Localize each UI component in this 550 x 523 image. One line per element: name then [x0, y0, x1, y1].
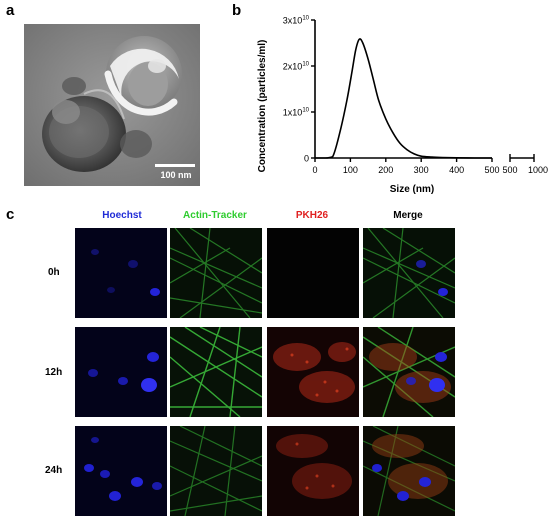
micro-24h-merge: [363, 426, 455, 516]
panel-letter-a: a: [6, 2, 15, 19]
micro-12h-pkh26: [267, 327, 359, 417]
x-tick-label: 400: [449, 165, 464, 175]
y-tick-label: 1x1010: [283, 108, 310, 118]
x-broken-tick-label: 500: [502, 165, 517, 175]
chart-x-ticks: 0 100 200 300 400 500 500 1000: [312, 154, 548, 175]
micro-0h-hoechst: [75, 228, 167, 318]
chart-y-ticks: 0 1x1010 2x1010 3x1010: [283, 16, 315, 164]
micro-24h-pkh26: [267, 426, 359, 516]
x-tick-label: 200: [378, 165, 393, 175]
x-broken-tick-label: 1000: [528, 165, 548, 175]
y-tick-label: 0: [304, 154, 309, 164]
micro-12h-actin: [170, 327, 262, 417]
y-axis-label: Concentration (particles/ml): [257, 40, 268, 173]
col-header-actin-tracker: Actin-Tracker: [183, 210, 247, 221]
x-tick-label: 500: [484, 165, 499, 175]
micro-24h-hoechst: [75, 426, 167, 516]
row-label-0h: 0h: [48, 267, 60, 278]
col-header-hoechst: Hoechst: [102, 210, 142, 221]
panel-letter-c: c: [6, 206, 15, 223]
series-line: [314, 38, 492, 159]
micro-24h-actin: [170, 426, 262, 516]
col-header-pkh26: PKH26: [295, 210, 329, 221]
micro-12h-merge: [363, 327, 455, 417]
y-tick-label: 2x1010: [283, 62, 310, 72]
row-label-24h: 24h: [45, 465, 63, 476]
micro-0h-pkh26: [267, 228, 359, 318]
tem-scale-label: 100 nm: [160, 170, 192, 180]
micro-0h-merge: [363, 228, 455, 318]
row-label-12h: 12h: [45, 367, 63, 378]
size-distribution-chart: 0 1x1010 2x1010 3x1010 0 100 200 300 400 500 500 1…: [257, 16, 548, 196]
col-header-merge: Merge: [393, 210, 423, 221]
x-tick-label: 0: [312, 165, 317, 175]
micro-12h-hoechst: [75, 327, 167, 417]
chart-axes: [314, 20, 534, 159]
x-tick-label: 300: [414, 165, 429, 175]
tem-image: [24, 24, 200, 186]
micro-0h-actin: [170, 228, 262, 318]
tem-scale-bar: [155, 164, 195, 167]
x-tick-label: 100: [343, 165, 358, 175]
panel-letter-b: b: [232, 2, 242, 19]
y-tick-label: 3x1010: [283, 16, 310, 26]
x-axis-label: Size (nm): [390, 184, 434, 195]
